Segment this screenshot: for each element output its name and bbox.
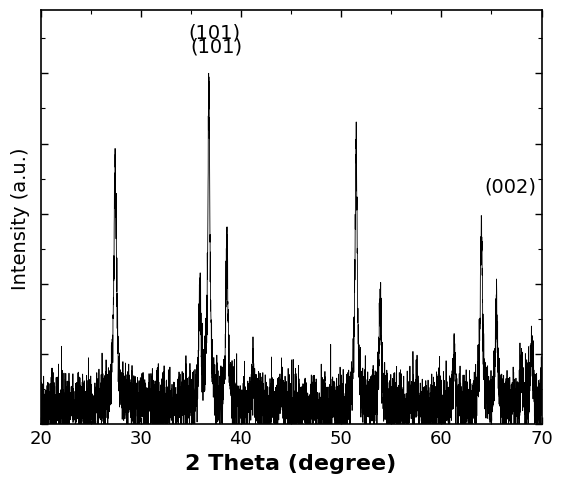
Text: (101): (101) [191, 38, 243, 57]
Text: (101): (101) [189, 24, 241, 43]
X-axis label: 2 Theta (degree): 2 Theta (degree) [186, 453, 396, 473]
Text: (002): (002) [484, 177, 536, 197]
Y-axis label: Intensity (a.u.): Intensity (a.u.) [11, 147, 30, 289]
